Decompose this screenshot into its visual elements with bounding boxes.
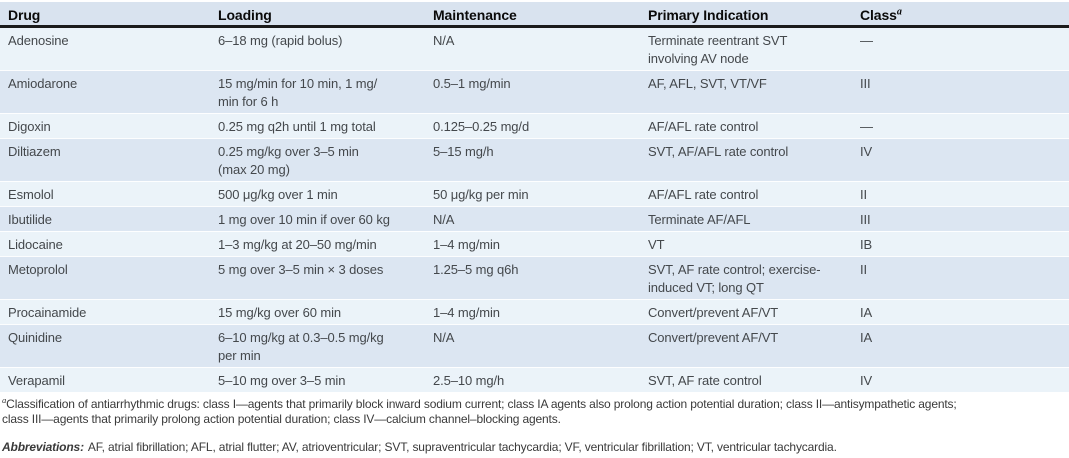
table-row: Metoprolol 5 mg over 3–5 min × 3 doses 1… bbox=[0, 256, 1069, 299]
cell-primary-indication: VT bbox=[648, 237, 665, 252]
cell-class: — bbox=[860, 119, 873, 134]
table-row: Diltiazem 0.25 mg/kg over 3–5 min (max 2… bbox=[0, 138, 1069, 181]
cell-loading: 0.25 mg/kg over 3–5 min (max 20 mg) bbox=[218, 144, 359, 177]
cell-drug: Procainamide bbox=[8, 305, 87, 320]
table-header-row: Drug Loading Maintenance Primary Indicat… bbox=[0, 2, 1069, 28]
table-row: Esmolol 500 μg/kg over 1 min 50 μg/kg pe… bbox=[0, 181, 1069, 206]
cell-class: IA bbox=[860, 305, 873, 320]
footnote-classification-text: Classification of antiarrhythmic drugs: … bbox=[2, 397, 957, 426]
cell-primary-indication: SVT, AF/AFL rate control bbox=[648, 144, 789, 159]
cell-primary-indication: Convert/prevent AF/VT bbox=[648, 330, 779, 345]
cell-class: IB bbox=[860, 237, 873, 252]
abbreviations-label: Abbreviations: bbox=[2, 440, 84, 454]
cell-primary-indication: AF/AFL rate control bbox=[648, 119, 759, 134]
cell-maintenance: N/A bbox=[433, 212, 455, 227]
cell-drug: Lidocaine bbox=[8, 237, 63, 252]
cell-drug: Digoxin bbox=[8, 119, 51, 134]
table-row: Digoxin 0.25 mg q2h until 1 mg total 0.1… bbox=[0, 113, 1069, 138]
cell-class: III bbox=[860, 76, 871, 91]
cell-primary-indication: Terminate reentrant SVT involving AV nod… bbox=[648, 33, 788, 66]
cell-class: II bbox=[860, 262, 868, 277]
cell-loading: 15 mg/kg over 60 min bbox=[218, 305, 342, 320]
table-row: Verapamil 5–10 mg over 3–5 min 2.5–10 mg… bbox=[0, 367, 1069, 392]
cell-drug: Adenosine bbox=[8, 33, 69, 48]
footnote-abbreviations: Abbreviations: AF, atrial fibrillation; A… bbox=[2, 440, 1065, 455]
cell-loading: 6–18 mg (rapid bolus) bbox=[218, 33, 343, 48]
cell-drug: Verapamil bbox=[8, 373, 65, 388]
cell-drug: Diltiazem bbox=[8, 144, 61, 159]
cell-drug: Metoprolol bbox=[8, 262, 68, 277]
cell-maintenance: N/A bbox=[433, 33, 455, 48]
cell-drug: Esmolol bbox=[8, 187, 54, 202]
class-header-superscript: a bbox=[896, 6, 902, 18]
cell-maintenance: N/A bbox=[433, 330, 455, 345]
cell-maintenance: 5–15 mg/h bbox=[433, 144, 494, 159]
cell-primary-indication: Terminate AF/AFL bbox=[648, 212, 751, 227]
table-row: Adenosine 6–18 mg (rapid bolus) N/A Term… bbox=[0, 28, 1069, 70]
header-cell-drug: Drug bbox=[8, 7, 41, 23]
cell-loading: 1–3 mg/kg at 20–50 mg/min bbox=[218, 237, 377, 252]
cell-primary-indication: AF/AFL rate control bbox=[648, 187, 759, 202]
cell-primary-indication: AF, AFL, SVT, VT/VF bbox=[648, 76, 767, 91]
table-row: Lidocaine 1–3 mg/kg at 20–50 mg/min 1–4 … bbox=[0, 231, 1069, 256]
cell-maintenance: 0.5–1 mg/min bbox=[433, 76, 511, 91]
footnote-superscript-marker: a bbox=[2, 395, 7, 405]
cell-loading: 1 mg over 10 min if over 60 kg bbox=[218, 212, 390, 227]
cell-maintenance: 2.5–10 mg/h bbox=[433, 373, 505, 388]
cell-class: II bbox=[860, 187, 868, 202]
cell-drug: Amiodarone bbox=[8, 76, 78, 91]
header-cell-primary-indication: Primary Indication bbox=[648, 7, 769, 23]
cell-primary-indication: Convert/prevent AF/VT bbox=[648, 305, 779, 320]
table-row: Amiodarone 15 mg/min for 10 min, 1 mg/ m… bbox=[0, 70, 1069, 113]
cell-loading: 5–10 mg over 3–5 min bbox=[218, 373, 346, 388]
cell-loading: 6–10 mg/kg at 0.3–0.5 mg/kg per min bbox=[218, 330, 384, 363]
cell-class: IA bbox=[860, 330, 873, 345]
cell-maintenance: 50 μg/kg per min bbox=[433, 187, 529, 202]
abbreviations-text: AF, atrial fibrillation; AFL, atrial flu… bbox=[87, 440, 837, 454]
cell-drug: Quinidine bbox=[8, 330, 63, 345]
cell-loading: 15 mg/min for 10 min, 1 mg/ min for 6 h bbox=[218, 76, 378, 109]
cell-maintenance: 1.25–5 mg q6h bbox=[433, 262, 519, 277]
cell-drug: Ibutilide bbox=[8, 212, 52, 227]
table-row: Quinidine 6–10 mg/kg at 0.3–0.5 mg/kg pe… bbox=[0, 324, 1069, 367]
footnote-classification: aClassification of antiarrhythmic drugs:… bbox=[2, 395, 1065, 426]
cell-primary-indication: SVT, AF rate control bbox=[648, 373, 762, 388]
class-header-label: Class bbox=[860, 7, 897, 23]
cell-class: — bbox=[860, 33, 873, 48]
header-cell-maintenance: Maintenance bbox=[433, 7, 517, 23]
table-body: Adenosine 6–18 mg (rapid bolus) N/A Term… bbox=[0, 28, 1069, 392]
table-row: Procainamide 15 mg/kg over 60 min 1–4 mg… bbox=[0, 299, 1069, 324]
header-cell-loading: Loading bbox=[218, 7, 272, 23]
antiarrhythmic-drug-table: Drug Loading Maintenance Primary Indicat… bbox=[0, 2, 1069, 392]
footnotes: aClassification of antiarrhythmic drugs:… bbox=[0, 392, 1069, 455]
cell-primary-indication: SVT, AF rate control; exercise- induced … bbox=[648, 262, 821, 295]
cell-class: IV bbox=[860, 144, 873, 159]
cell-maintenance: 1–4 mg/min bbox=[433, 305, 500, 320]
header-cell-class: Classa bbox=[852, 2, 1069, 25]
cell-class: IV bbox=[860, 373, 873, 388]
cell-loading: 500 μg/kg over 1 min bbox=[218, 187, 338, 202]
cell-maintenance: 0.125–0.25 mg/d bbox=[433, 119, 530, 134]
cell-maintenance: 1–4 mg/min bbox=[433, 237, 500, 252]
cell-loading: 0.25 mg q2h until 1 mg total bbox=[218, 119, 376, 134]
table-row: Ibutilide 1 mg over 10 min if over 60 kg… bbox=[0, 206, 1069, 231]
cell-class: III bbox=[860, 212, 871, 227]
cell-loading: 5 mg over 3–5 min × 3 doses bbox=[218, 262, 384, 277]
